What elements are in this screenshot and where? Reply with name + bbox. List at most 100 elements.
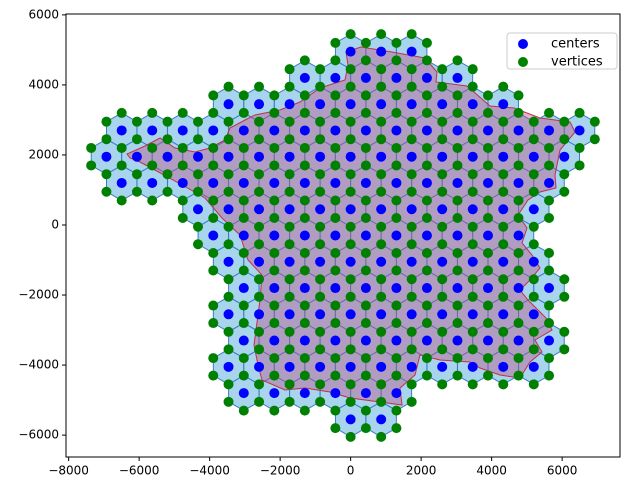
point [345, 274, 356, 285]
point [254, 309, 265, 320]
point [360, 248, 371, 259]
point [330, 55, 341, 66]
point [391, 248, 402, 259]
point [315, 274, 326, 285]
point [269, 142, 280, 153]
point [131, 151, 142, 162]
point [177, 212, 188, 223]
point [223, 99, 234, 110]
point [360, 265, 371, 276]
point [299, 160, 310, 171]
point [482, 353, 493, 364]
point [360, 55, 371, 66]
point [452, 370, 463, 381]
point [330, 90, 341, 101]
point [437, 64, 448, 75]
point [238, 300, 249, 311]
point [452, 318, 463, 329]
point [284, 326, 295, 337]
point [223, 361, 234, 372]
point [406, 81, 417, 92]
point [116, 177, 127, 188]
point [254, 256, 265, 267]
point [360, 177, 371, 188]
x-tick-label: 2000 [406, 464, 437, 478]
point [238, 335, 249, 346]
point [437, 379, 448, 390]
point [406, 29, 417, 40]
point [482, 125, 493, 136]
point [498, 256, 509, 267]
point [406, 291, 417, 302]
point [391, 423, 402, 434]
point [559, 274, 570, 285]
point [559, 151, 570, 162]
point [528, 239, 539, 250]
point [238, 248, 249, 259]
point [498, 309, 509, 320]
point [498, 81, 509, 92]
point [406, 116, 417, 127]
point [238, 177, 249, 188]
point [498, 274, 509, 285]
point [467, 221, 478, 232]
point [406, 344, 417, 355]
point [528, 221, 539, 232]
point [513, 370, 524, 381]
point [284, 361, 295, 372]
point [299, 370, 310, 381]
point [254, 99, 265, 110]
point [284, 99, 295, 110]
point [452, 107, 463, 118]
point [452, 283, 463, 294]
point [254, 291, 265, 302]
point [315, 99, 326, 110]
point [223, 256, 234, 267]
point [467, 256, 478, 267]
point [391, 405, 402, 416]
point [452, 72, 463, 83]
point [284, 64, 295, 75]
point [452, 265, 463, 276]
point [391, 212, 402, 223]
point [269, 335, 280, 346]
point [421, 160, 432, 171]
point [391, 177, 402, 188]
point [467, 64, 478, 75]
point [559, 326, 570, 337]
point [376, 46, 387, 57]
point [345, 256, 356, 267]
point [208, 160, 219, 171]
point [376, 274, 387, 285]
point [498, 186, 509, 197]
point [498, 169, 509, 180]
point [299, 283, 310, 294]
point [284, 204, 295, 215]
point [528, 291, 539, 302]
point [406, 64, 417, 75]
point [482, 160, 493, 171]
point [589, 116, 600, 127]
point [238, 195, 249, 206]
point [528, 361, 539, 372]
point [162, 151, 173, 162]
point [101, 116, 112, 127]
point [437, 239, 448, 250]
point [391, 283, 402, 294]
point [330, 195, 341, 206]
point [223, 309, 234, 320]
point [437, 116, 448, 127]
point [559, 291, 570, 302]
point [452, 177, 463, 188]
point [391, 107, 402, 118]
point [544, 160, 555, 171]
point [452, 55, 463, 66]
point [177, 142, 188, 153]
point [315, 396, 326, 407]
point [544, 300, 555, 311]
point [238, 142, 249, 153]
point [193, 239, 204, 250]
legend-marker [518, 39, 528, 49]
point [223, 326, 234, 337]
point [345, 326, 356, 337]
